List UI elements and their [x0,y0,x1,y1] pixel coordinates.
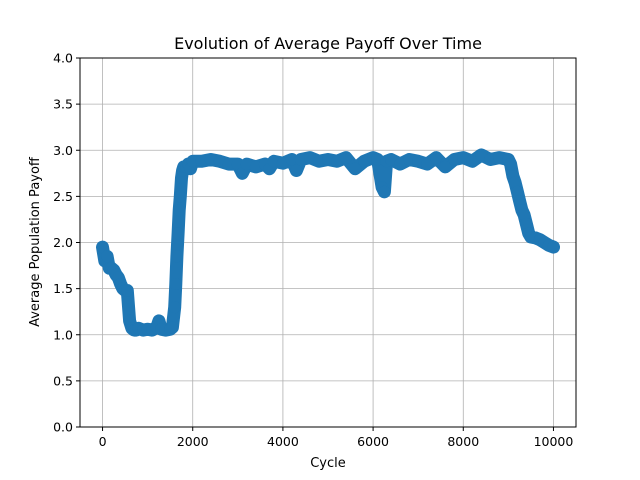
data-point [186,155,199,168]
data-point [285,153,298,166]
data-point [249,160,262,173]
data-point [493,151,506,164]
data-point [511,185,524,198]
y-tick-label: 2.0 [53,235,73,250]
data-point [174,190,187,203]
data-point [518,208,531,221]
data-point [276,157,289,170]
data-point [513,195,526,207]
data-point [231,158,244,171]
data-point [378,185,391,198]
chart-title: Evolution of Average Payoff Over Time [174,34,482,53]
data-point [349,162,362,175]
y-tick-label: 3.0 [53,143,73,158]
y-tick-label: 1.5 [53,281,73,296]
data-point [371,153,384,166]
x-tick-label: 8000 [447,434,479,449]
data-point [385,153,398,166]
data-point [222,158,235,171]
data-point [520,218,533,230]
data-point [547,241,560,254]
x-tick-label: 10000 [534,434,574,449]
tick-marks [76,57,554,431]
data-point [448,153,461,166]
data-point [322,153,334,166]
y-tick-label: 1.0 [53,327,73,342]
data-point [168,301,181,314]
y-tick-labels: 0.0 0.5 1.0 1.5 2.0 2.5 3.0 3.5 4.0 [53,51,73,435]
y-tick-label: 0.0 [53,420,73,435]
y-tick-label: 0.5 [53,373,73,388]
x-tick-label: 2000 [177,434,209,449]
data-point [358,155,371,168]
data-point [457,151,470,164]
data-point [313,155,325,168]
data-point [439,160,452,173]
data-point [213,155,226,168]
data-point [172,227,185,240]
data-point [204,153,217,166]
data-point [331,155,343,168]
y-tick-label: 2.5 [53,189,73,204]
data-point [195,155,208,168]
data-point [509,176,522,189]
y-tick-label: 4.0 [53,51,73,66]
y-tick-label: 3.5 [53,97,73,112]
x-tick-label: 6000 [357,434,389,449]
data-point [121,284,134,297]
data-point [412,155,425,168]
data-point [101,250,114,263]
data-point [166,321,179,334]
data-point [340,151,352,164]
data-point [394,158,407,171]
data-point [430,151,443,164]
data-point [96,241,109,254]
data-point [504,158,517,171]
data-point [484,153,497,166]
data-point [294,153,307,166]
data-point [240,158,253,171]
data-point [173,204,186,217]
data-point [170,250,183,263]
data-point [236,167,249,180]
y-axis-label: Average Population Payoff [28,156,43,327]
data-point [267,155,280,168]
x-tick-label: 4000 [267,434,299,449]
data-point [466,155,479,168]
data-point [304,151,316,164]
x-tick-label: 0 [99,434,107,449]
x-axis-label: Cycle [310,456,346,471]
data-point [169,278,182,290]
data-point [421,158,434,171]
data-point [290,164,303,177]
data-point [475,148,488,161]
x-tick-labels: 0 2000 4000 6000 8000 10000 [99,434,574,449]
data-point [403,153,416,166]
data-series [96,148,560,337]
